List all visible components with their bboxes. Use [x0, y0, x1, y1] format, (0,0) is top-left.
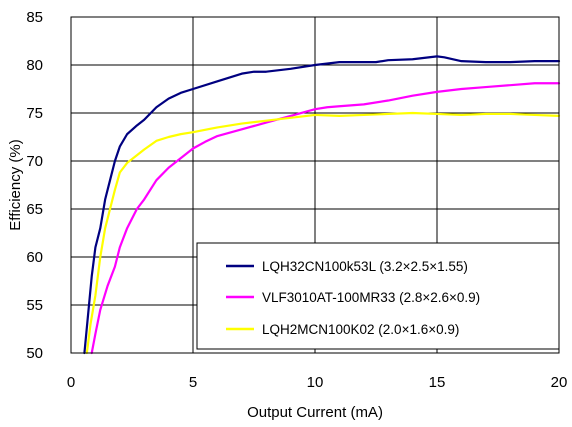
- legend: LQH32CN100k53L (3.2×2.5×1.55) VLF3010AT-1…: [196, 242, 560, 350]
- y-tick-label-2: 60: [26, 249, 43, 266]
- y-tick-label-6: 80: [26, 57, 43, 74]
- y-tick-label-0: 50: [26, 345, 43, 362]
- y-tick-label-5: 75: [26, 105, 43, 122]
- x-axis-title: Output Current (mA): [247, 404, 383, 421]
- y-tick-label-4: 70: [26, 153, 43, 170]
- legend-label-2: LQH2MCN100K02 (2.0×1.6×0.9): [262, 322, 459, 337]
- y-tick-label-3: 65: [26, 201, 43, 218]
- y-axis-title: Efficiency (%): [7, 139, 24, 230]
- x-tick-label-1: 5: [189, 374, 197, 391]
- x-tick-label-2: 10: [307, 374, 324, 391]
- legend-label-0: LQH32CN100k53L (3.2×2.5×1.55): [262, 259, 468, 274]
- y-tick-label-1: 55: [26, 297, 43, 314]
- x-tick-label-4: 20: [551, 374, 568, 391]
- axis-layer: 0 5 10 15 20 50 55 60 65 70 75 80 85 Output Current (…: [7, 9, 567, 421]
- series-line-0: [83, 55, 561, 355]
- series-layer: [83, 55, 561, 355]
- x-tick-label-3: 15: [429, 374, 446, 391]
- legend-label-1: VLF3010AT-100MR33 (2.8×2.6×0.9): [262, 290, 480, 305]
- x-tick-label-0: 0: [67, 374, 75, 391]
- legend-box: [196, 242, 560, 350]
- series-line-2: [85, 111, 561, 355]
- series-line-1: [90, 82, 561, 355]
- y-tick-label-7: 85: [26, 9, 43, 26]
- plot-frame: [70, 16, 560, 354]
